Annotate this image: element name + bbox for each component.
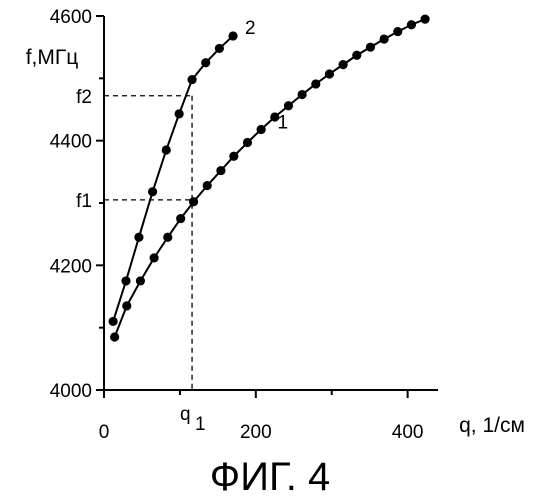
series-1-point — [366, 43, 375, 52]
series-1-point — [257, 125, 266, 134]
series-2-point — [162, 145, 171, 154]
axes: 4000 4200 4400 4600 0 200 400 — [50, 7, 438, 443]
series-1-point — [136, 276, 145, 285]
series-1-point — [150, 253, 159, 262]
series-1-point — [298, 90, 307, 99]
series-1-point — [243, 138, 252, 147]
guide-lines — [104, 96, 192, 390]
series-1-point — [352, 51, 361, 60]
series-2-point — [109, 317, 118, 326]
series-1-point — [380, 34, 389, 43]
series-2-line — [113, 36, 233, 321]
series-1-line — [115, 19, 425, 337]
series-group — [109, 15, 430, 342]
series-1-point — [163, 233, 172, 242]
f-marker-label: f2 — [76, 87, 92, 108]
series-2-point — [134, 233, 143, 242]
series-2-point — [215, 44, 224, 53]
y-tick-label: 4200 — [50, 256, 92, 277]
x-axis-title: q, 1/см — [459, 414, 525, 437]
series-1-point — [189, 197, 198, 206]
y-tick-label: 4600 — [50, 7, 92, 28]
y-tick-label: 4400 — [50, 132, 92, 153]
labels: f1f2q112 — [76, 18, 288, 435]
series-1-point — [110, 332, 119, 341]
x-tick-label: 400 — [392, 422, 424, 443]
series-1-point — [311, 79, 320, 88]
series-2-point — [121, 276, 130, 285]
series-1-point — [122, 301, 131, 310]
series-2-point — [201, 58, 210, 67]
series-1-point — [420, 15, 429, 24]
series-2-label: 2 — [245, 18, 256, 39]
y-tick-label: 4000 — [50, 381, 92, 402]
series-2-point — [228, 31, 237, 40]
series-1-point — [216, 166, 225, 175]
series-1-point — [229, 152, 238, 161]
series-1-point — [407, 20, 416, 29]
series-1-point — [393, 27, 402, 36]
q1-marker-label: q — [180, 404, 191, 425]
series-1-point — [176, 214, 185, 223]
x-tick-label: 200 — [240, 422, 272, 443]
y-axis-title: f,МГц — [26, 46, 79, 69]
series-1-point — [325, 69, 334, 78]
series-1-point — [284, 101, 293, 110]
figure-caption: ФИГ. 4 — [210, 455, 330, 499]
series-1-point — [203, 181, 212, 190]
q1-marker-subscript: 1 — [195, 414, 206, 435]
series-1-label: 1 — [277, 113, 288, 134]
series-1-point — [339, 60, 348, 69]
series-2-point — [148, 187, 157, 196]
series-2-point — [175, 109, 184, 118]
series-2-point — [187, 75, 196, 84]
f-marker-label: f1 — [76, 191, 92, 212]
x-tick-label: 0 — [99, 422, 110, 443]
